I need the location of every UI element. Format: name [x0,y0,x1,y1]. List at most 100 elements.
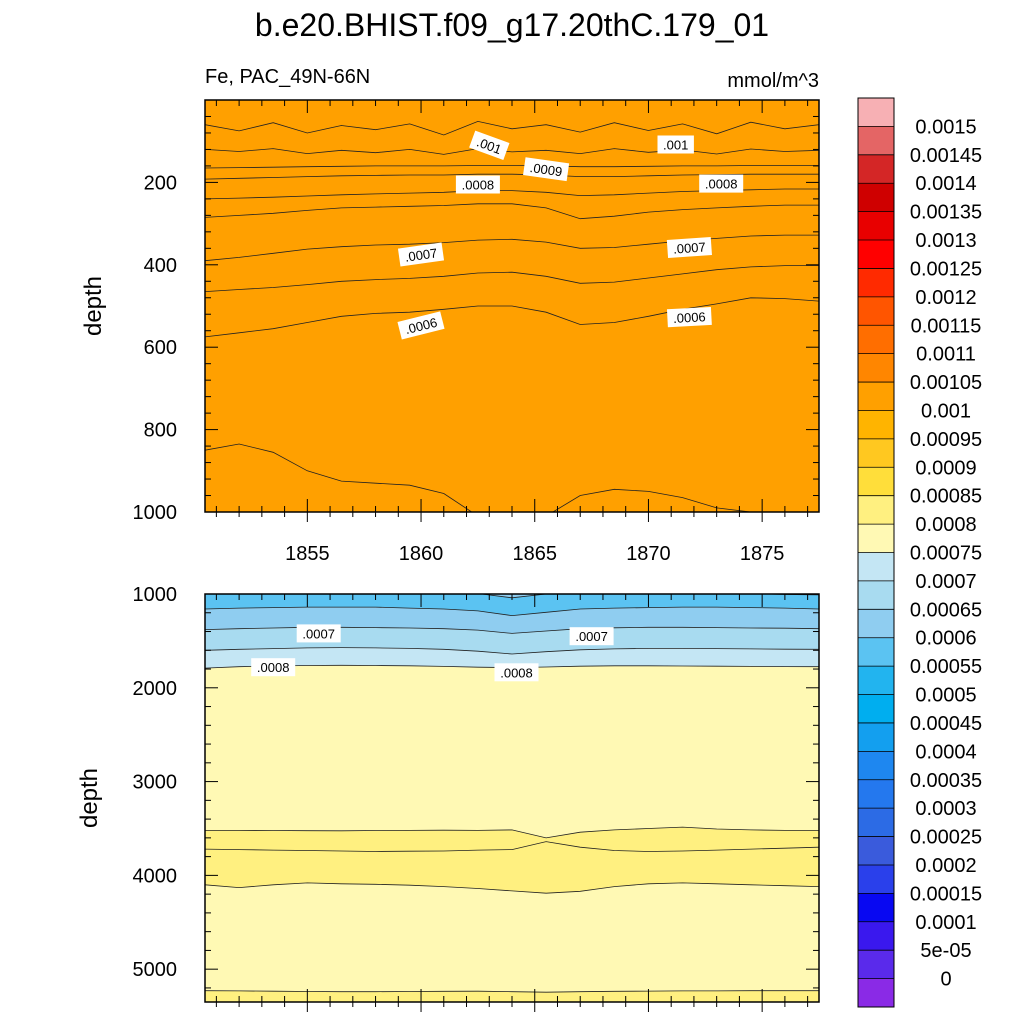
colorbar-label: 0.0011 [916,344,976,366]
colorbar-label: 0.00135 [910,202,982,224]
colorbar-swatch [858,410,894,440]
contour-line [205,882,819,894]
colorbar-swatch [858,836,894,866]
contour-label-text: .0008 [500,665,533,680]
contour-label-box [657,135,694,154]
y-tick-label: 600 [144,337,177,359]
colorbar-label: 0.00085 [910,486,982,508]
x-tick-label: 1855 [285,543,330,565]
variable-label: Fe, PAC_49N-66N [205,66,370,88]
colorbar-swatch [858,808,894,837]
contour-label-text: .0007 [404,245,438,264]
colorbar-swatch [858,211,894,241]
contour-label-text: .0008 [462,178,495,193]
upper-y-axis-label: depth [80,276,107,336]
contour-label-box [296,624,341,643]
contour-line [205,234,819,262]
colorbar-swatch [858,126,894,156]
contour-label-box [469,130,510,160]
colorbar-swatch [858,779,894,809]
contour-label: .0007 [397,242,445,267]
x-tick-label: 1870 [626,543,671,565]
contour-label-box [251,658,296,677]
colorbar-swatch [858,978,894,1008]
colorbar-swatch [858,609,894,639]
colorbar-swatch [858,864,894,894]
colorbar-swatch [858,524,894,553]
contour-line [205,148,819,155]
y-tick-label: 1000 [133,584,178,606]
colorbar-label: 0.00055 [910,656,982,678]
contour-label-text: .0006 [673,309,706,326]
y-tick-label: 2000 [133,678,178,700]
y-tick-label: 400 [144,255,177,277]
colorbar-swatch [858,950,894,979]
colorbar: 0.0015 0.00145 0.0014 0.00135 0.0013 0.00125 0… [857,97,982,1008]
colorbar-label: 0.00025 [910,827,982,849]
colorbar-swatch [858,467,894,497]
colorbar-label: 0.00045 [910,713,982,735]
colorbar-label: 5e-05 [920,940,971,962]
upper-panel: .001 .001 .0009 .0008 .0008 .0007 .0007 .0006 .0… [133,99,820,565]
x-tick-label: 1860 [399,543,444,565]
contour-label-text: .0007 [575,629,608,644]
colorbar-label: 0.00015 [910,883,982,905]
lower-y-axis-label: depth [76,768,103,828]
colorbar-label: 0.001 [921,401,971,423]
colorbar-swatch [858,98,894,127]
colorbar-frame [857,97,895,1008]
colorbar-label: 0.0005 [915,685,976,707]
contour-line [205,826,819,839]
x-tick-label: 1875 [740,543,785,565]
contour-label-box [666,306,712,328]
y-tick-label: 200 [144,172,177,194]
contour-label-box [699,174,744,193]
contour-label-box [666,236,712,259]
contour-band [205,882,819,1002]
contour-label: .0008 [251,658,296,677]
contour-label-text: .0008 [257,660,290,675]
colorbar-label: 0.00035 [910,770,982,792]
y-tick-label: 4000 [133,865,178,887]
colorbar-swatch [858,751,894,781]
contour-label-box [494,663,539,682]
contour-label-text: .0007 [302,626,335,641]
contour-label-text: .0009 [529,160,563,179]
colorbar-label: 0.00125 [910,258,982,280]
colorbar-swatch [858,637,894,667]
colorbar-label: 0.00075 [910,543,982,565]
contour-label: .0008 [455,175,500,194]
colorbar-label: 0.0002 [915,855,976,877]
contour-line [205,297,819,338]
colorbar-label: 0.0009 [915,457,976,479]
colorbar-label: 0.0004 [915,741,976,763]
colorbar-swatch [858,438,894,468]
colorbar-label: 0.0012 [915,287,976,309]
contour-label: .0008 [494,663,539,682]
contour-label: .0007 [296,624,341,643]
colorbar-label: 0.00065 [910,599,982,621]
contour-label: .0007 [569,627,614,646]
colorbar-label: 0.0007 [915,571,976,593]
colorbar-label: 0.00095 [910,429,982,451]
colorbar-label: 0.0006 [915,628,976,650]
colorbar-label: 0.0014 [915,173,976,195]
colorbar-swatch [858,722,894,752]
contour-label-text: .0008 [705,177,738,192]
colorbar-label: 0.0001 [915,912,976,934]
colorbar-swatch [858,893,894,923]
contour-label: .0007 [666,236,712,259]
colorbar-label: 0.0003 [915,798,976,820]
contour-line [205,647,819,655]
y-tick-label: 5000 [133,959,178,981]
colorbar-swatch [858,552,894,582]
contour-label: .0006 [397,311,445,340]
units-label: mmol/m^3 [727,70,819,92]
contour-label-box [523,157,570,182]
contour-label: .001 [469,130,510,160]
y-tick-label: 3000 [133,772,178,794]
contour-label-box [397,242,445,267]
colorbar-swatch [858,325,894,355]
contour-label-box [397,311,445,340]
